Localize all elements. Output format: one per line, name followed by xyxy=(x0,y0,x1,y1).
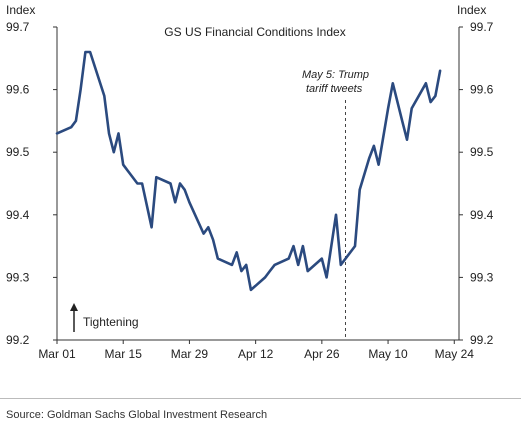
x-tick-label: Mar 01 xyxy=(38,347,76,361)
y-tick-label-left: 99.2 xyxy=(6,333,30,347)
y-tick-label-right: 99.5 xyxy=(470,145,494,159)
divider xyxy=(0,398,521,399)
x-tick-label: Mar 15 xyxy=(105,347,143,361)
y-tick-label-left: 99.7 xyxy=(6,20,30,34)
x-tick-label: Mar 29 xyxy=(171,347,209,361)
event-annotation-line1: May 5: Trump xyxy=(302,69,369,81)
chart-title: GS US Financial Conditions Index xyxy=(164,25,345,39)
y-tick-label-left: 99.4 xyxy=(6,208,30,222)
y-tick-label-right: 99.6 xyxy=(470,83,494,97)
series-line xyxy=(55,50,442,292)
chart: Index Index GS US Financial Conditions I… xyxy=(6,3,494,361)
y-tick-label-left: 99.3 xyxy=(6,270,30,284)
y-tick-label-right: 99.2 xyxy=(470,333,494,347)
event-annotation-line2: tariff tweets xyxy=(306,83,363,95)
source-note: Source: Goldman Sachs Global Investment … xyxy=(6,409,268,421)
x-tick-label: Apr 12 xyxy=(238,347,274,361)
tightening-arrow-icon xyxy=(70,303,78,311)
x-tick-label: Apr 26 xyxy=(304,347,340,361)
y-tick-label-right: 99.7 xyxy=(470,20,494,34)
x-tick-label: May 10 xyxy=(368,347,408,361)
y-axis-title-left: Index xyxy=(6,3,35,17)
x-tick-label: May 24 xyxy=(435,347,475,361)
y-ticks: 99.2 99.2 99.3 99.3 99.4 99.4 99.5 99.5 99.6 99.6… xyxy=(6,20,494,347)
x-ticks: Mar 01 Mar 15 Mar 29 Apr 12 Apr 26 May 10 May … xyxy=(38,340,474,361)
y-tick-label-right: 99.3 xyxy=(470,270,494,284)
y-axis-title-right: Index xyxy=(457,3,486,17)
y-tick-label-left: 99.6 xyxy=(6,83,30,97)
y-tick-label-right: 99.4 xyxy=(470,208,494,222)
y-tick-label-left: 99.5 xyxy=(6,145,30,159)
tightening-label: Tightening xyxy=(83,315,139,329)
